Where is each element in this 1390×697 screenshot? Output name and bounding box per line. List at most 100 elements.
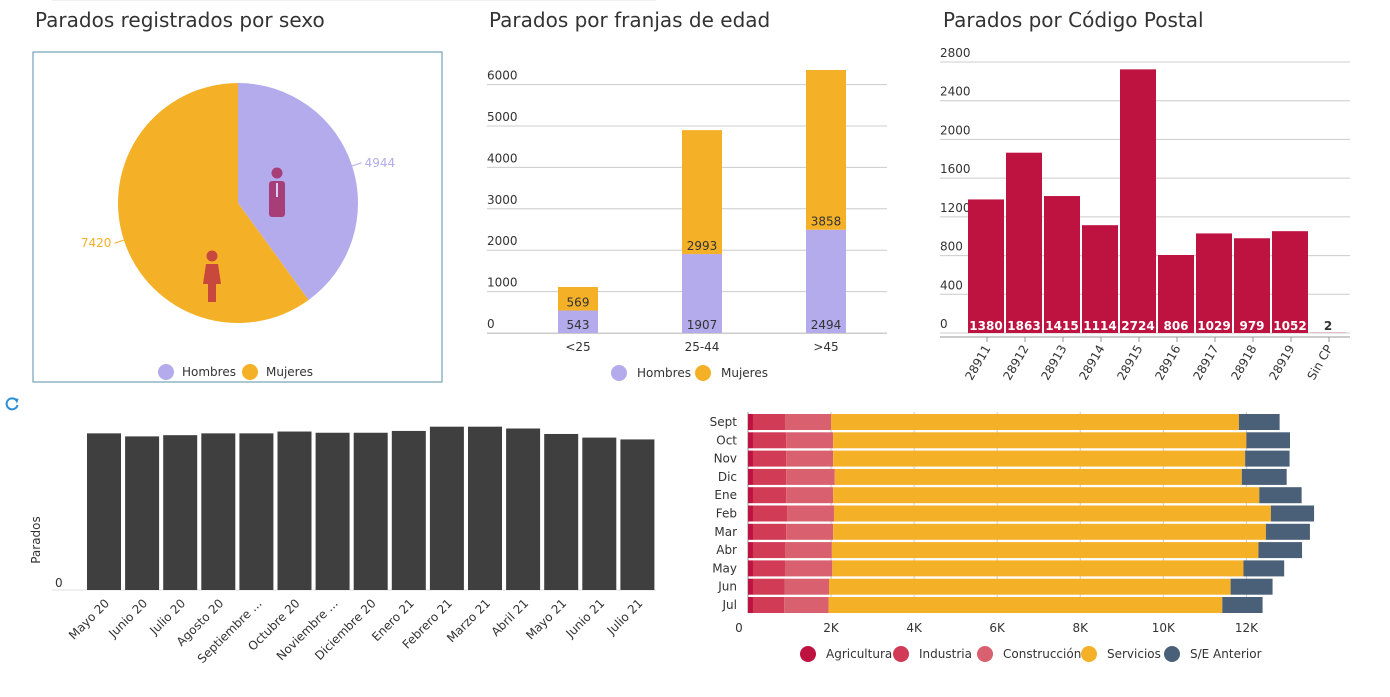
sector-bar-segment (752, 560, 786, 577)
cp-bar (1006, 152, 1042, 333)
sector-bar-segment (833, 450, 1246, 467)
cp-y-tick: 1200 (940, 201, 971, 215)
female-icon-head (206, 250, 218, 262)
sector-bar-segment (786, 523, 834, 540)
legend-label-hombres: Hombres (637, 366, 691, 380)
refresh-icon[interactable] (4, 396, 20, 412)
mensual-x-tick: Julio 21 (604, 596, 646, 638)
edad-x-tick: >45 (813, 340, 838, 354)
edad-data-label: 3858 (811, 215, 842, 229)
mensual-y-tick: 8K (55, 0, 72, 3)
cp-x-tick: 28911 (962, 343, 993, 383)
sector-y-tick: Dic (718, 470, 737, 484)
legend-marker-mujeres (242, 364, 258, 380)
pie-frame (32, 51, 443, 383)
sector-bar-segment (1230, 578, 1273, 595)
edad-data-label: 569 (567, 296, 590, 310)
mensual-bar (391, 430, 426, 590)
sector-bar-segment (752, 450, 787, 467)
sector-bar-segment (748, 468, 753, 485)
cp-data-label: 1114 (1083, 319, 1116, 333)
sector-bar-segment (784, 578, 829, 595)
legend-label-hombres: Hombres (182, 365, 236, 379)
cp-data-label: 1380 (969, 319, 1002, 333)
sector-bar-segment (748, 542, 753, 559)
legend-marker-sector (1081, 646, 1097, 662)
edad-bar-hombres (806, 229, 846, 333)
sector-x-tick: 2K (823, 621, 840, 635)
edad-x-tick: <25 (565, 340, 590, 354)
cp-x-tick: 28916 (1152, 343, 1183, 383)
legend-marker-hombres (158, 364, 174, 380)
cp-data-label: 806 (1163, 319, 1188, 333)
cp-bar (1234, 238, 1270, 333)
edad-y-tick: 0 (487, 317, 495, 331)
sector-y-tick: Nov (714, 452, 737, 466)
mensual-bar (87, 433, 121, 590)
sector-bar-segment (1246, 432, 1290, 449)
sector-bar-segment (832, 560, 1244, 577)
mensual-bar (125, 436, 160, 590)
cp-data-label: 1029 (1197, 319, 1230, 333)
legend-marker-sector (977, 646, 993, 662)
cp-y-tick: 2000 (940, 123, 971, 137)
mensual-y-axis-label: Parados (29, 516, 43, 564)
cp-data-label: 1415 (1045, 319, 1078, 333)
pie-value-label: 4944 (365, 156, 396, 170)
mensual-bar (353, 432, 388, 590)
edad-y-tick: 1000 (487, 276, 518, 290)
cp-bar (1272, 231, 1308, 333)
male-icon-head (271, 167, 283, 179)
sector-bar-segment (787, 505, 834, 522)
sector-y-tick: Mar (714, 525, 737, 539)
cp-y-tick: 800 (940, 240, 963, 254)
cp-x-tick: 28913 (1038, 343, 1069, 383)
sector-bar-segment (1238, 414, 1280, 430)
mensual-x-tick: Mayo 21 (523, 596, 569, 642)
sector-bar-segment (1258, 542, 1303, 559)
sector-bar-segment (748, 560, 753, 577)
sector-bar-segment (748, 450, 753, 467)
sector-bar-segment (748, 578, 753, 595)
edad-data-label: 543 (567, 318, 590, 332)
legend-label-sector: Agricultura (826, 647, 892, 661)
mensual-y-tick: 0 (55, 576, 63, 590)
cp-y-tick: 2800 (940, 46, 971, 60)
cp-x-tick: 28917 (1190, 343, 1221, 383)
sector-y-tick: Feb (716, 507, 737, 521)
cp-bar (1082, 225, 1118, 333)
sector-bar-segment (748, 597, 753, 613)
cp-bar (1044, 196, 1080, 333)
cp-x-tick: 28912 (1000, 343, 1031, 383)
sector-bar-segment (833, 505, 1271, 522)
mensual-y-tick: 10K (55, 0, 79, 3)
edad-data-label: 2494 (811, 318, 842, 332)
mensual-bar (429, 426, 464, 590)
legend-marker-mujeres (695, 365, 711, 381)
mensual-bar (582, 437, 617, 590)
sector-bar-segment (752, 468, 787, 485)
legend-label-mujeres: Mujeres (721, 366, 768, 380)
legend-marker-hombres (611, 365, 627, 381)
mensual-y-tick: 2K (55, 0, 72, 3)
sector-x-tick: 6K (989, 621, 1006, 635)
female-icon-body (203, 264, 221, 302)
cp-bar (1158, 254, 1194, 333)
sector-y-tick: Jun (717, 580, 737, 594)
sector-bar-segment (1222, 597, 1263, 613)
mensual-bar (506, 428, 541, 590)
pie-slice-mujeres (117, 83, 309, 324)
sector-y-tick: Sept (710, 415, 738, 429)
sector-y-tick: Ene (714, 488, 737, 502)
sector-bar-segment (786, 450, 834, 467)
sector-bar-segment (828, 578, 1231, 595)
sector-bar-segment (1243, 560, 1285, 577)
mensual-x-tick: Junio 21 (563, 596, 608, 641)
sector-bar-segment (828, 597, 1223, 613)
legend-label-sector: Servicios (1107, 647, 1161, 661)
edad-y-tick: 2000 (487, 234, 518, 248)
title-edad: Parados por franjas de edad (489, 8, 771, 32)
cp-data-label: 2724 (1121, 319, 1154, 333)
edad-y-tick: 5000 (487, 110, 518, 124)
pie-label-line (114, 239, 125, 244)
